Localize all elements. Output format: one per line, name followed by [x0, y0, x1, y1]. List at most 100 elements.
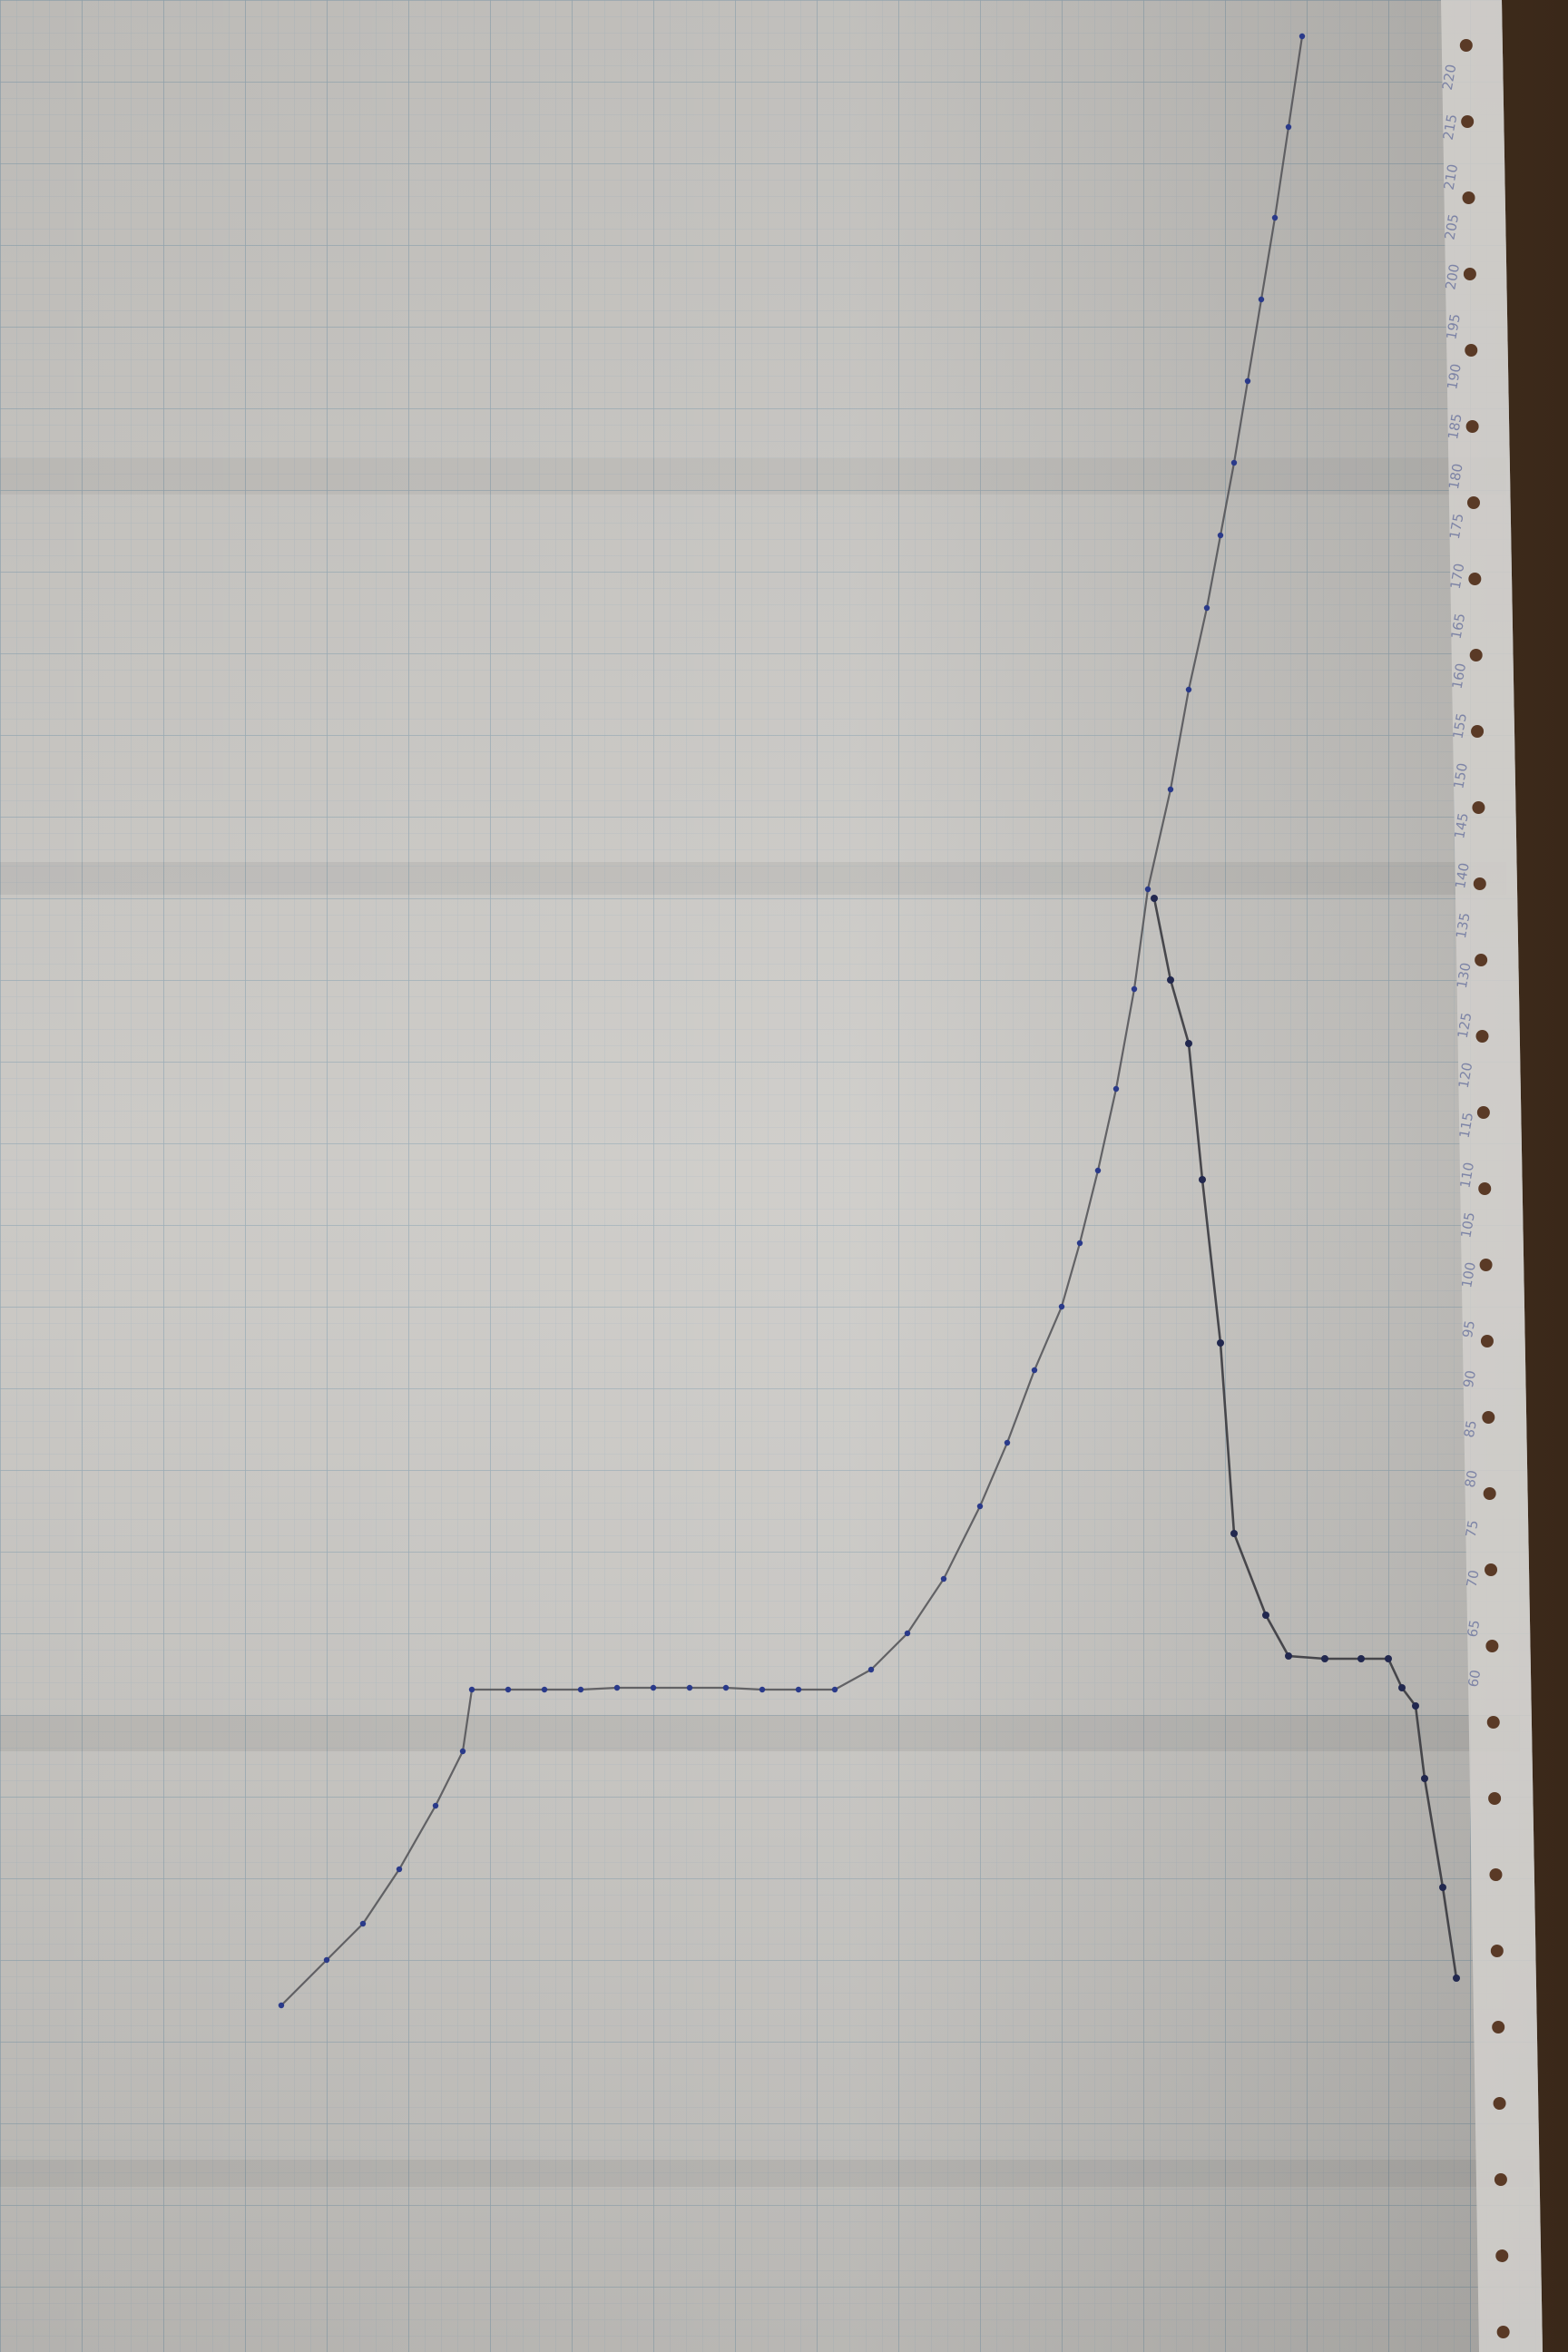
plotted-point [1298, 33, 1306, 40]
plotted-point [1262, 1612, 1269, 1619]
plotted-point [1412, 1702, 1419, 1710]
perforation-hole [1469, 649, 1483, 662]
perforation-hole [1496, 2326, 1510, 2338]
margin-label: 70 [1464, 1569, 1483, 1589]
perforated-edge-strip [1441, 0, 1543, 2352]
plotted-point [1285, 123, 1292, 131]
margin-label: 150 [1450, 761, 1471, 789]
margin-label: 215 [1440, 113, 1461, 141]
plotted-point [1167, 976, 1174, 984]
margin-label: 125 [1455, 1011, 1475, 1039]
margin-label: 180 [1446, 462, 1466, 490]
margin-label: 205 [1442, 212, 1463, 240]
perforation-hole [1483, 1487, 1496, 1500]
perforation-hole [1485, 1640, 1499, 1652]
perforation-hole [1459, 39, 1473, 52]
plotted-point [1058, 1303, 1065, 1310]
plotted-point [541, 1686, 548, 1693]
perforation-hole [1485, 1563, 1498, 1576]
plotted-point [1285, 1652, 1292, 1660]
fold-crease [0, 1715, 1520, 1751]
perforation-hole [1492, 2021, 1505, 2034]
margin-label: 160 [1449, 662, 1470, 690]
plotted-point [1131, 985, 1138, 993]
perforation-hole [1462, 191, 1475, 204]
margin-label: 165 [1448, 612, 1469, 640]
plotted-point [722, 1684, 730, 1691]
margin-label: 155 [1449, 711, 1470, 740]
plotted-point [1203, 604, 1210, 612]
plotted-point [323, 1956, 330, 1964]
margin-label: 200 [1442, 262, 1463, 290]
margin-label: 185 [1445, 412, 1465, 440]
plotted-point [1421, 1775, 1428, 1782]
margin-label: 105 [1457, 1210, 1478, 1239]
perforation-hole [1466, 496, 1480, 509]
plotted-point [1185, 1040, 1192, 1047]
margin-label: 75 [1463, 1519, 1482, 1539]
perforation-hole [1480, 1335, 1494, 1348]
plotted-point [1167, 786, 1174, 793]
perforation-hole [1461, 115, 1475, 128]
plotted-point [468, 1686, 475, 1693]
plotted-point [278, 2002, 285, 2009]
plotted-point [1199, 1176, 1206, 1183]
perforation-hole [1465, 420, 1479, 433]
fold-crease [0, 2160, 1534, 2187]
perforation-hole [1493, 2097, 1506, 2110]
margin-label: 95 [1459, 1319, 1478, 1339]
plotted-point [459, 1748, 466, 1755]
plotted-point [1230, 1530, 1238, 1537]
plotted-point [577, 1686, 584, 1693]
margin-label: 60 [1465, 1669, 1484, 1689]
plotted-point [1357, 1655, 1365, 1662]
margin-label: 130 [1454, 961, 1475, 989]
plotted-point [904, 1630, 911, 1637]
perforation-hole [1486, 1716, 1500, 1729]
perforation-hole [1488, 1792, 1502, 1805]
perforation-hole [1463, 268, 1476, 280]
margin-label: 115 [1456, 1111, 1477, 1139]
margin-label: 90 [1460, 1369, 1479, 1389]
plotted-point [396, 1866, 403, 1873]
plotted-point [1151, 895, 1158, 902]
fold-crease [0, 862, 1506, 895]
plotted-point [831, 1686, 838, 1693]
margin-label: 195 [1443, 312, 1464, 340]
perforation-hole [1479, 1259, 1493, 1271]
plotted-point [976, 1503, 984, 1510]
perforation-hole [1472, 801, 1485, 814]
rising-curve-points [278, 33, 1306, 2009]
plotted-point [359, 1920, 367, 1927]
plotted-point [1230, 459, 1238, 466]
plotted-point [795, 1686, 802, 1693]
margin-labels: 60 65 70 75 80 85 90 95 100 105 110 115 120 125 130 135… [1439, 63, 1485, 1688]
perforation-hole [1468, 573, 1482, 585]
perforation-hole [1495, 2249, 1509, 2262]
fold-crease [0, 458, 1506, 495]
margin-label: 85 [1461, 1419, 1480, 1439]
plotted-point [1398, 1684, 1406, 1691]
perforation-holes [1459, 39, 1510, 2338]
margin-label: 175 [1446, 512, 1467, 540]
plotted-point [613, 1684, 621, 1691]
perforation-hole [1473, 877, 1486, 890]
plotted-point [1439, 1884, 1446, 1891]
margin-label: 100 [1458, 1260, 1479, 1289]
plotted-point [759, 1686, 766, 1693]
perforation-hole [1465, 344, 1478, 357]
plotted-point [1217, 1339, 1224, 1347]
margin-label: 220 [1439, 63, 1460, 91]
plotted-point [505, 1686, 512, 1693]
falling-curve-line [1152, 897, 1458, 1979]
falling-curve-points [1151, 895, 1460, 1982]
plotted-point [1244, 377, 1251, 385]
margin-label: 140 [1452, 861, 1473, 889]
perforation-hole [1478, 1182, 1492, 1195]
plotted-point [1094, 1167, 1102, 1174]
margin-label: 110 [1456, 1161, 1477, 1189]
margin-label: 135 [1453, 911, 1474, 939]
